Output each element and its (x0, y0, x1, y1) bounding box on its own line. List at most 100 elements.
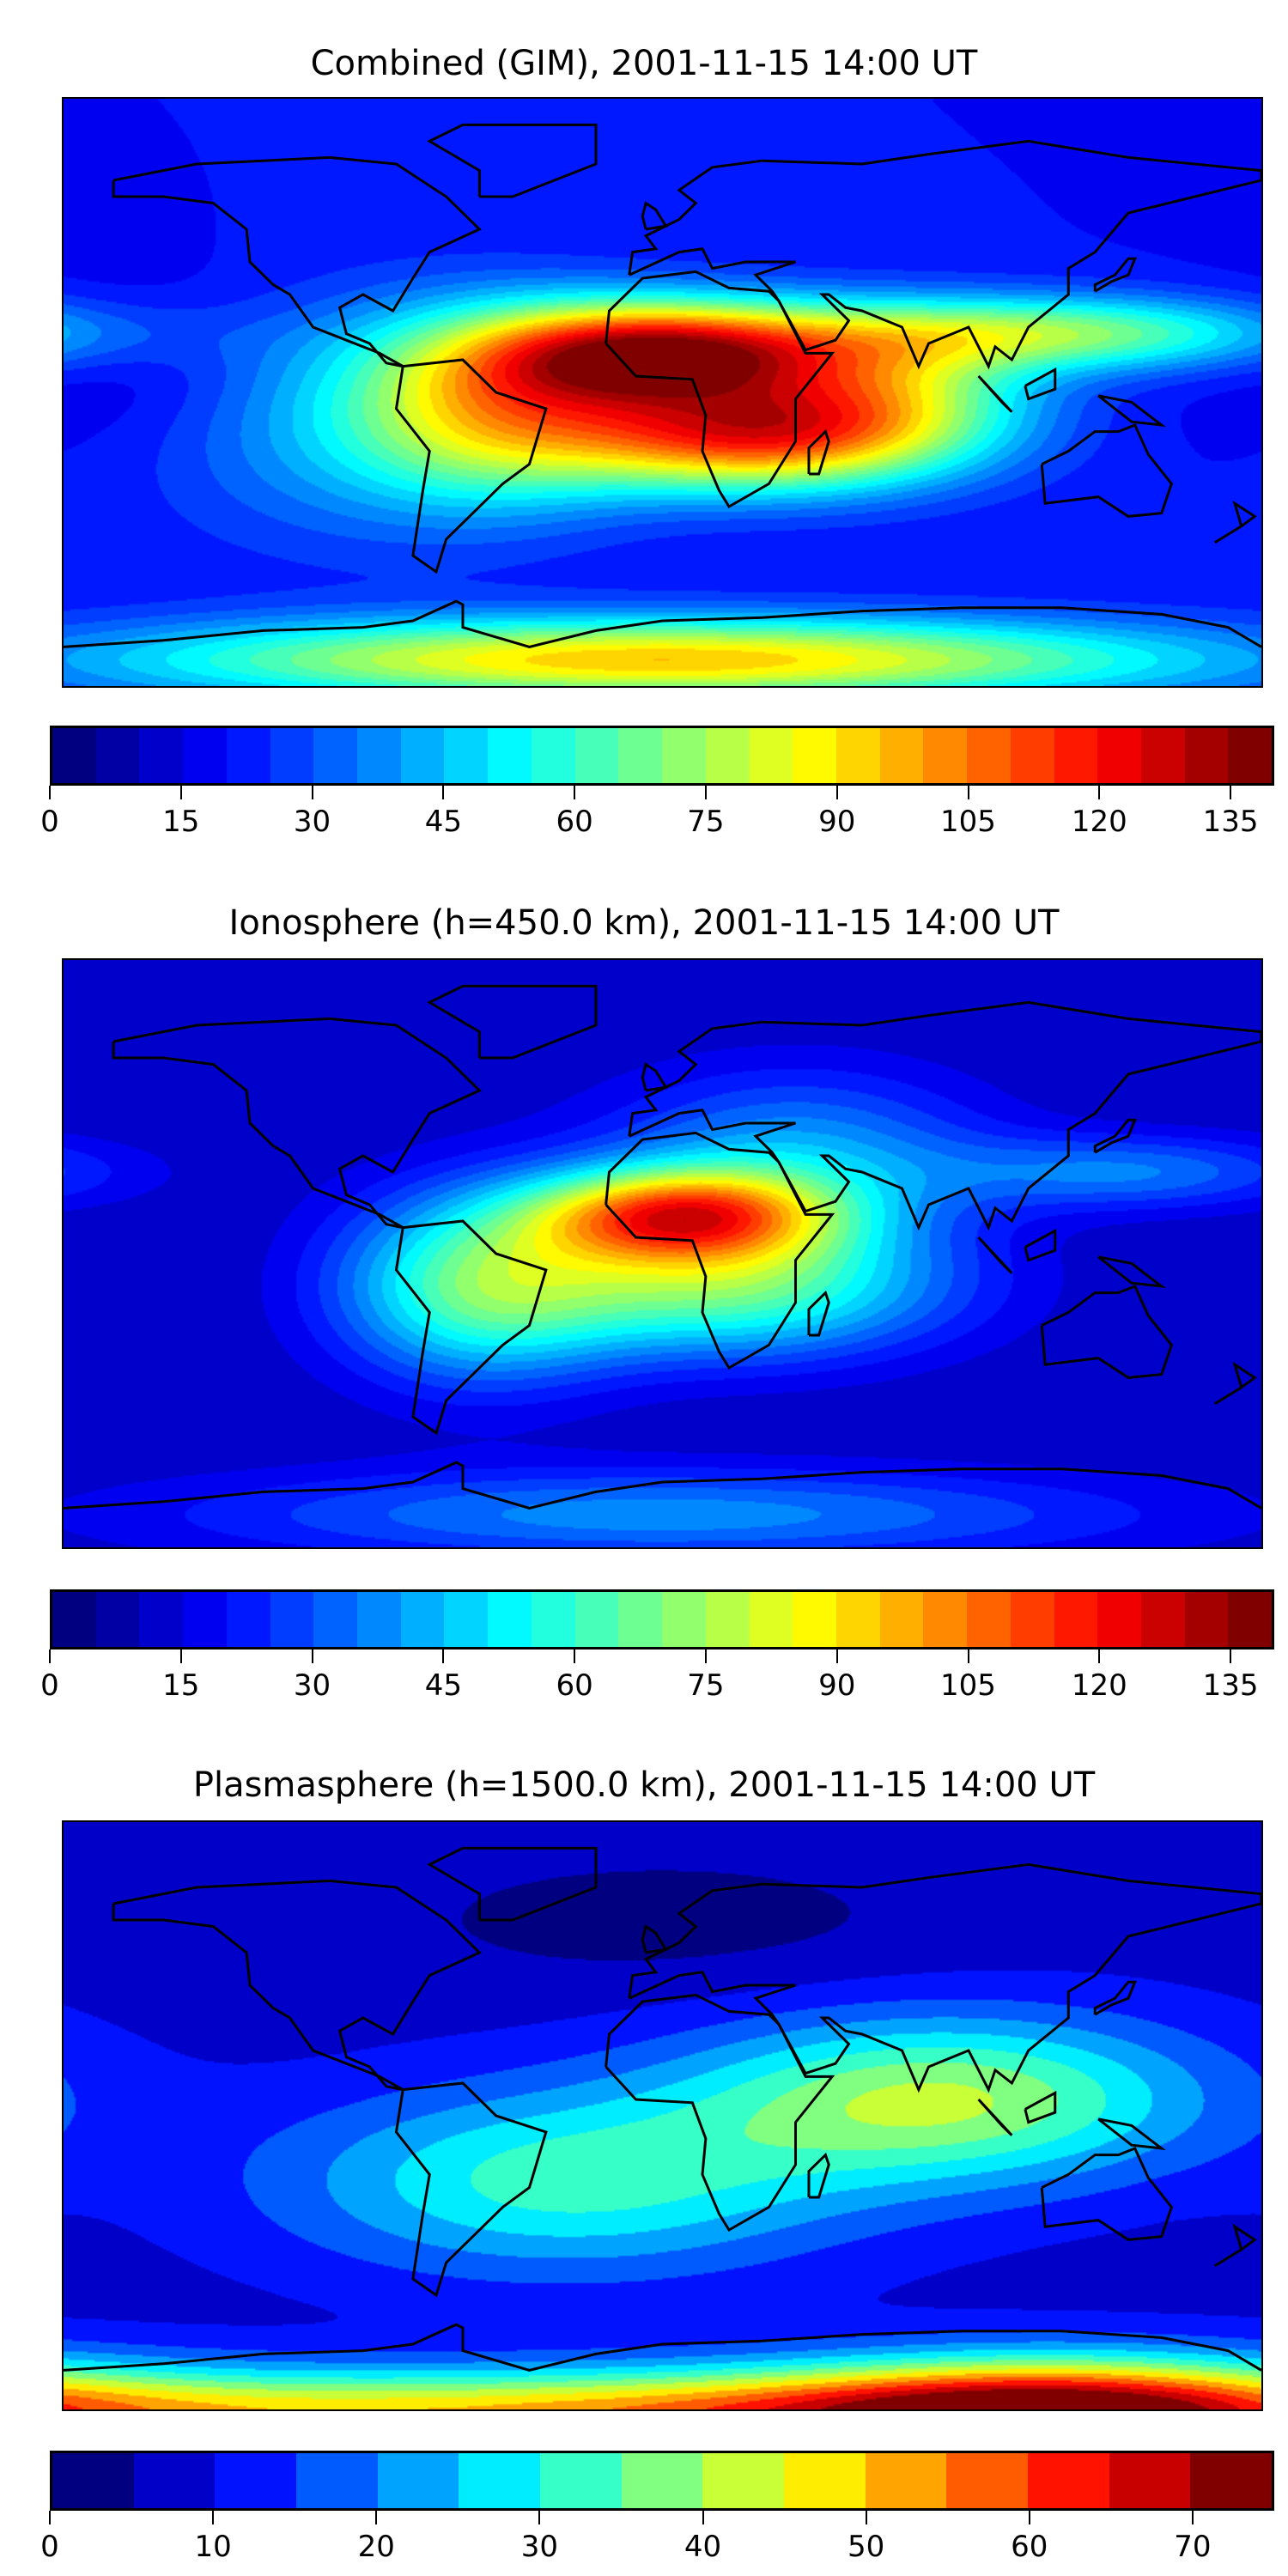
filled-contour-field (64, 1822, 1261, 2409)
colorbar-tick (574, 786, 576, 799)
colorbar-level (400, 728, 445, 783)
colorbar-tick-label: 15 (162, 1668, 200, 1703)
coastline (1025, 2093, 1055, 2122)
colorbar-level (1054, 1592, 1098, 1647)
colorbar-tick (1230, 786, 1232, 799)
colorbar-tick (49, 1649, 51, 1663)
colorbar-level (270, 1592, 314, 1647)
coastline (397, 1221, 546, 1433)
coastline (979, 2099, 1012, 2136)
coastline (429, 1848, 596, 1920)
colorbar-tick (1191, 2511, 1194, 2524)
colorbar-level (139, 1592, 184, 1647)
colorbar-level (574, 1592, 619, 1647)
colorbar-level (226, 1592, 270, 1647)
colorbar-tick (1028, 2511, 1030, 2524)
coastline (1098, 1257, 1162, 1286)
colorbar-tick-label: 20 (357, 2530, 395, 2564)
colorbar-level (1097, 728, 1141, 783)
coastlines (64, 960, 1261, 1547)
map-plasmasphere (62, 1820, 1263, 2411)
colorbar-level (1097, 1592, 1141, 1647)
colorbar-tick (574, 1649, 576, 1663)
colorbar-level (1140, 728, 1185, 783)
coastline (429, 986, 596, 1058)
colorbar-level (488, 1592, 532, 1647)
colorbar-ionosphere: 0 15 30 45 60 75 90 105 120 135 (40, 1589, 1274, 1703)
coastline (809, 1293, 829, 1335)
coastline (606, 1133, 833, 1368)
coastline (642, 1927, 665, 1953)
colorbar-level (1228, 728, 1273, 783)
colorbar-level (52, 728, 96, 783)
coastlines (64, 1822, 1261, 2409)
colorbar-level (95, 728, 140, 783)
coastline (1215, 503, 1255, 543)
colorbar-level (835, 728, 880, 783)
colorbar-plasmasphere: 0 10 20 30 40 50 60 70 (40, 2451, 1274, 2564)
colorbar-level (749, 1592, 793, 1647)
colorbar-level (1184, 728, 1229, 783)
colorbar-level (618, 1592, 663, 1647)
colorbar-level (139, 728, 184, 783)
coastline (1025, 1230, 1055, 1260)
colorbar-level (444, 1592, 489, 1647)
colorbar-swatches (50, 1589, 1274, 1649)
colorbar-level (1190, 2453, 1273, 2508)
coastline (642, 1065, 665, 1091)
coastline (64, 2324, 1261, 2370)
colorbar-tick-label: 30 (520, 2530, 559, 2564)
colorbar-tick-label: 75 (687, 1668, 725, 1703)
colorbar-level (296, 2453, 378, 2508)
colorbar-tick-label: 45 (424, 805, 462, 839)
coastline (606, 1995, 833, 2230)
coastline (1215, 2227, 1255, 2266)
colorbar-level (1184, 1592, 1229, 1647)
colorbar-tick-label: 60 (556, 1668, 593, 1703)
colorbar-level (1028, 2453, 1109, 2508)
colorbar-swatches (50, 726, 1274, 786)
colorbar-tick-label: 40 (683, 2530, 722, 2564)
colorbar-level (52, 1592, 96, 1647)
coastline (1098, 2119, 1162, 2148)
colorbar-level (183, 1592, 227, 1647)
colorbar-level (540, 2453, 622, 2508)
colorbar-tick-label: 15 (162, 805, 200, 839)
coastline (397, 360, 546, 572)
colorbar-level (923, 728, 968, 783)
coastline (629, 1002, 1261, 1227)
filled-contour-field (64, 960, 1261, 1547)
colorbar-tick-label: 45 (424, 1668, 462, 1703)
colorbar-level (52, 2453, 134, 2508)
colorbar-level (183, 728, 227, 783)
colorbar-level (923, 1592, 968, 1647)
colorbar-tick-label: 75 (687, 805, 725, 839)
colorbar-level (662, 728, 706, 783)
colorbar-tick-label: 60 (1011, 2530, 1048, 2564)
colorbar-level (313, 728, 358, 783)
coastlines (64, 99, 1261, 686)
colorbar-level (215, 2453, 297, 2508)
colorbar-level (357, 728, 401, 783)
colorbar-level (488, 728, 532, 783)
colorbar-tick-label: 30 (293, 1668, 331, 1703)
colorbar-level (95, 1592, 140, 1647)
colorbar-level (793, 728, 836, 783)
coastline (979, 1237, 1012, 1273)
colorbar-level (133, 2453, 216, 2508)
colorbar-tick-label: 135 (1202, 1668, 1259, 1703)
map-title-plasmasphere: Plasmasphere (h=1500.0 km), 2001-11-15 1… (192, 1765, 1096, 1805)
colorbar-level (946, 2453, 1029, 2508)
colorbar-tick-label: 0 (40, 2530, 59, 2564)
coastline (1095, 1120, 1135, 1152)
map-title-ionosphere: Ionosphere (h=450.0 km), 2001-11-15 14:0… (228, 903, 1060, 943)
coastline (113, 1880, 479, 2089)
colorbar-tick (179, 786, 182, 799)
colorbar-tick (1098, 786, 1101, 799)
colorbar-level (531, 1592, 575, 1647)
colorbar-level (621, 2453, 703, 2508)
colorbar-level (705, 1592, 750, 1647)
coastline (1042, 425, 1171, 516)
coastline (1215, 1364, 1255, 1404)
map-combined (62, 97, 1263, 688)
